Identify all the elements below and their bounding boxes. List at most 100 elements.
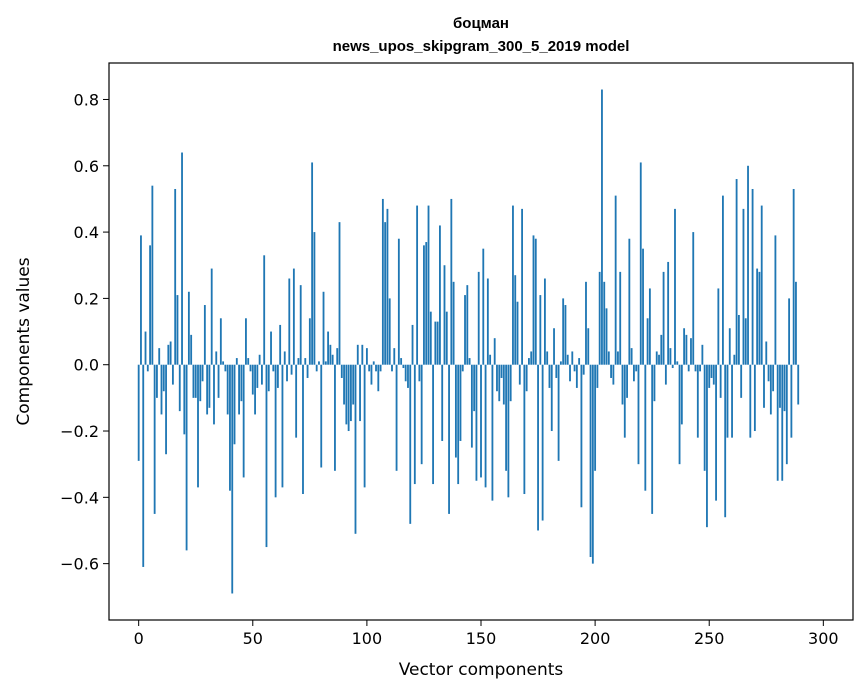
bar — [425, 242, 428, 365]
bar — [229, 364, 231, 491]
bar — [612, 364, 615, 385]
bar — [607, 351, 610, 365]
bar — [585, 281, 587, 365]
bar — [543, 278, 546, 365]
y-tick-label: 0.8 — [74, 90, 99, 109]
bar — [381, 198, 384, 365]
bar — [523, 364, 526, 495]
bar — [322, 291, 325, 365]
x-tick-label: 100 — [352, 629, 383, 648]
bar — [388, 298, 391, 365]
bar — [144, 331, 147, 365]
bar — [521, 208, 523, 365]
bar — [633, 364, 635, 382]
bar — [724, 364, 727, 518]
bar — [142, 364, 145, 567]
bar — [690, 338, 692, 365]
bar — [557, 364, 560, 461]
bar — [518, 364, 521, 385]
bar — [404, 364, 407, 382]
bar — [671, 364, 674, 369]
bar — [178, 364, 181, 412]
bar — [605, 308, 608, 365]
bar — [466, 285, 469, 365]
bar — [386, 208, 389, 365]
chart-title: боцман — [453, 15, 509, 32]
bar — [635, 364, 638, 372]
bar — [149, 245, 151, 365]
bar — [512, 205, 514, 365]
bar — [541, 364, 544, 521]
bar — [276, 364, 279, 388]
bar — [359, 364, 361, 422]
bar — [753, 364, 756, 432]
bar — [489, 354, 492, 365]
bar — [737, 314, 740, 365]
bar — [315, 364, 318, 372]
bar — [767, 364, 770, 382]
bar — [290, 364, 293, 375]
bar — [199, 364, 202, 402]
bar — [669, 348, 672, 365]
bar — [377, 364, 380, 392]
x-tick-label: 200 — [580, 629, 611, 648]
bar — [765, 341, 768, 365]
bar — [457, 364, 460, 485]
bar — [347, 364, 350, 432]
bar — [391, 364, 393, 372]
bar — [792, 188, 795, 365]
bar — [224, 364, 227, 372]
bar — [664, 364, 667, 385]
bar — [491, 364, 494, 501]
bar — [676, 361, 679, 365]
x-tick-label: 150 — [466, 629, 497, 648]
bar — [486, 278, 489, 365]
bar — [448, 364, 450, 514]
bar — [589, 364, 592, 558]
bar — [238, 364, 240, 415]
bar — [790, 364, 793, 438]
bar — [694, 364, 697, 372]
bar — [742, 208, 745, 365]
bar — [343, 364, 345, 405]
bar — [274, 364, 277, 498]
bar — [416, 205, 419, 365]
bar — [251, 364, 254, 395]
bar — [756, 268, 759, 365]
bar — [562, 298, 565, 365]
x-tick-label: 50 — [243, 629, 263, 648]
bar — [338, 222, 341, 365]
bar — [327, 331, 330, 365]
x-axis: 0 50 100 150 200 250 300 — [134, 620, 839, 648]
bar — [751, 188, 754, 365]
y-tick-label: 0.4 — [74, 223, 99, 242]
bar — [464, 295, 466, 365]
bar — [247, 358, 250, 365]
bar — [331, 354, 334, 365]
y-tick-label: −0.4 — [60, 488, 99, 507]
bar — [712, 364, 715, 385]
bar — [311, 162, 314, 365]
bar — [630, 348, 633, 365]
bar — [140, 235, 142, 365]
bar — [779, 364, 781, 408]
bar — [710, 364, 713, 378]
bar — [233, 364, 236, 445]
bar — [320, 364, 323, 468]
bar — [566, 354, 569, 365]
bar — [582, 364, 585, 375]
bar — [156, 364, 158, 398]
bar — [539, 295, 542, 365]
bar — [318, 361, 320, 365]
bar — [292, 268, 295, 365]
bar — [240, 364, 243, 402]
bar — [646, 318, 649, 365]
bar — [747, 165, 749, 365]
bar — [795, 281, 797, 365]
bar — [354, 364, 357, 534]
y-tick-label: 0.6 — [74, 157, 99, 176]
bar — [500, 364, 503, 378]
bar — [692, 232, 695, 365]
bar — [365, 348, 368, 365]
bar — [687, 364, 690, 372]
